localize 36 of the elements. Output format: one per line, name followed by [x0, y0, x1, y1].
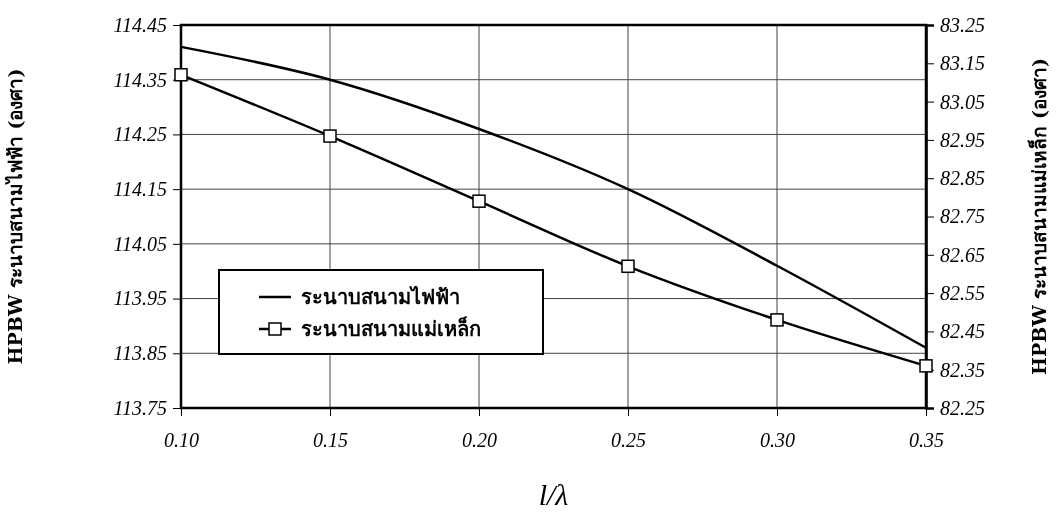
point [770, 313, 784, 327]
y-tick-label: 113.75 [113, 396, 167, 419]
y2-tick-label: 82.65 [940, 243, 985, 266]
y-tick-label: 114.05 [113, 232, 167, 255]
y-tick-label: 114.25 [113, 123, 167, 146]
y2-tick-label: 82.85 [940, 167, 985, 190]
x-tick-label: 0.30 [760, 429, 795, 451]
x-tick-label: 0.25 [611, 429, 646, 451]
legend-label: ระนาบสนามไฟฟ้า [301, 285, 460, 309]
y2-tick-label: 82.45 [940, 320, 985, 343]
y-tick-label: 114.15 [113, 178, 167, 201]
point [174, 68, 188, 82]
x-tick-label: 0.10 [164, 429, 199, 451]
x-tick-label: 0.35 [909, 429, 944, 451]
y2-tick-label: 82.75 [940, 205, 985, 228]
y2-tick-label: 83.25 [940, 13, 985, 36]
point [919, 359, 933, 373]
y2-tick-label: 83.15 [940, 52, 985, 75]
y-tick-label: 114.35 [113, 68, 167, 91]
x-axis-title: l/λ [538, 478, 569, 511]
legend-label: ระนาบสนามแม่เหล็ก [301, 316, 481, 341]
y2-tick-label: 82.55 [940, 282, 985, 304]
point [472, 194, 486, 208]
y-tick-label: 113.85 [113, 342, 167, 365]
point [323, 129, 337, 143]
y-tick-label: 113.95 [113, 287, 167, 310]
y2-tick-label: 83.05 [940, 90, 985, 113]
y-tick-label: 114.45 [113, 13, 167, 36]
y-axis-title: HPBW ระนาบสนามไฟฟ้า (องศา) [4, 68, 26, 365]
x-tick-label: 0.20 [462, 429, 497, 451]
y2-tick-label: 82.35 [940, 358, 985, 381]
y2-tick-label: 82.25 [940, 396, 985, 419]
y2-tick-label: 82.95 [940, 128, 985, 151]
y2-axis-title: HPBW ระนาบสนามแม่เหล็ก (องศา) [1027, 58, 1050, 375]
x-tick-label: 0.15 [313, 429, 348, 451]
point [621, 259, 635, 274]
